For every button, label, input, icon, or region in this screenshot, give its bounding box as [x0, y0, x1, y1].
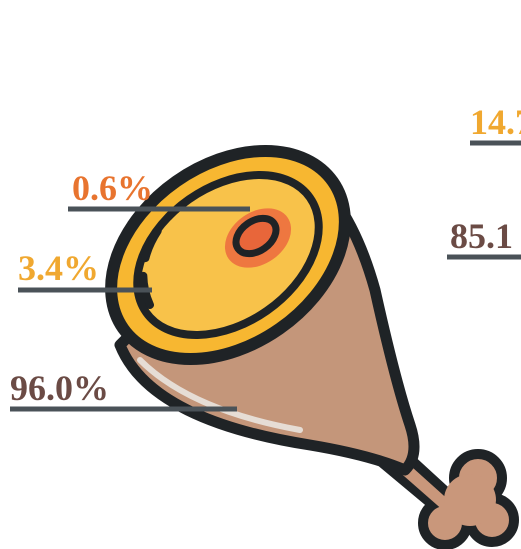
percent-label: 96.0% [10, 368, 109, 408]
infographic: 0.6% 3.4% 96.0% 14.7 85.1 [0, 0, 521, 549]
percent-label: 14.7 [470, 102, 521, 142]
percent-label: 0.6% [72, 168, 153, 208]
page: 0.6% 3.4% 96.0% 14.7 85.1 (() => { const… [0, 0, 521, 549]
percent-label: 85.1 [450, 216, 513, 256]
percent-label: 3.4% [18, 248, 99, 288]
